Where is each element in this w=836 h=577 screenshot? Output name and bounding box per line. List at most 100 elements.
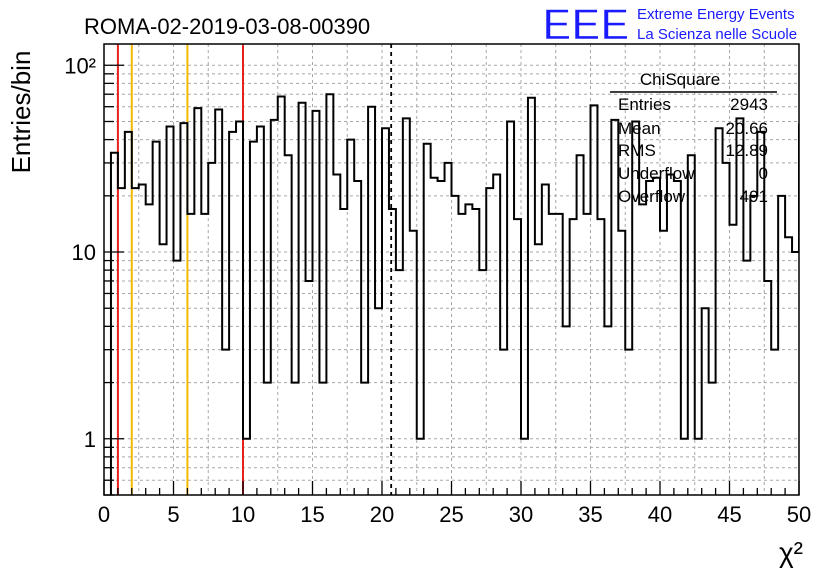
stats-label-underflow: Underflow bbox=[618, 164, 695, 183]
histogram-bin bbox=[785, 237, 792, 495]
histogram-bin bbox=[556, 214, 563, 495]
histogram-bin bbox=[792, 252, 799, 495]
histogram-bin bbox=[368, 107, 375, 495]
logo-line-1: Extreme Energy Events bbox=[637, 6, 795, 23]
histogram-bin bbox=[354, 181, 361, 495]
histogram-bin bbox=[194, 108, 201, 495]
histogram-bin bbox=[132, 188, 139, 495]
histogram-bin bbox=[688, 155, 695, 495]
histogram-bin bbox=[591, 105, 598, 495]
histogram-bin bbox=[584, 214, 591, 495]
y-tick-label: 10² bbox=[64, 53, 96, 78]
histogram-bin bbox=[528, 98, 535, 495]
histogram-bin bbox=[111, 153, 118, 495]
histogram-bin bbox=[160, 244, 167, 495]
histogram-series bbox=[109, 93, 834, 495]
stats-label-entries: Entries bbox=[618, 95, 671, 114]
logo-line-2: La Scienza nelle Scuole bbox=[637, 26, 797, 43]
logo-eee-text: EEE bbox=[542, 0, 629, 50]
histogram-bin bbox=[577, 155, 584, 495]
histogram-bin bbox=[174, 261, 181, 495]
y-axis-title: Entries/bin bbox=[6, 51, 36, 174]
histogram-bin bbox=[716, 128, 723, 495]
histogram-bin bbox=[702, 308, 709, 495]
histogram-bin bbox=[424, 144, 431, 495]
stats-label-overflow: Overflow bbox=[618, 187, 686, 206]
histogram-bin bbox=[285, 155, 292, 495]
histogram-bin bbox=[139, 184, 146, 495]
eee-logo: EEE Extreme Energy Events La Scienza nel… bbox=[541, 0, 797, 51]
histogram-bin bbox=[306, 281, 313, 495]
histogram-bin bbox=[347, 140, 354, 495]
stats-title: ChiSquare bbox=[640, 70, 720, 89]
stats-value-underflow: 0 bbox=[759, 164, 768, 183]
histogram-bin bbox=[167, 127, 174, 495]
histogram-bin bbox=[208, 163, 215, 495]
histogram-bin bbox=[326, 94, 333, 495]
histogram-bin bbox=[313, 111, 320, 495]
histogram-bin bbox=[452, 196, 459, 495]
histogram-bin bbox=[778, 196, 785, 495]
run-title: ROMA-02-2019-03-08-00390 bbox=[84, 14, 370, 39]
axes: 0 5 10 15 20 25 30 35 40 45 50 1 10 10² bbox=[64, 43, 811, 527]
x-tick-label: 50 bbox=[787, 502, 811, 527]
reference-lines bbox=[116, 44, 393, 495]
histogram-bin bbox=[549, 214, 556, 495]
histogram-bin bbox=[820, 231, 827, 495]
y-tick-label: 10 bbox=[72, 240, 96, 265]
histogram-bin bbox=[743, 261, 750, 495]
x-tick-label: 45 bbox=[717, 502, 741, 527]
histogram-bin bbox=[222, 350, 229, 495]
stats-value-overflow: 491 bbox=[740, 187, 768, 206]
stats-value-mean: 20.66 bbox=[725, 119, 768, 138]
stats-label-mean: Mean bbox=[618, 119, 661, 138]
histogram-bin bbox=[563, 326, 570, 495]
x-tick-label: 35 bbox=[578, 502, 602, 527]
histogram-bin bbox=[750, 196, 757, 495]
histogram-bin bbox=[730, 225, 737, 495]
histogram-bin bbox=[674, 181, 681, 495]
histogram-bin bbox=[764, 281, 771, 495]
histogram-bin bbox=[118, 188, 125, 495]
histogram-bin bbox=[375, 308, 382, 495]
histogram-bin bbox=[201, 214, 208, 495]
histogram-bin bbox=[299, 103, 306, 495]
stats-value-rms: 12.89 bbox=[725, 141, 768, 160]
histogram-bin bbox=[382, 128, 389, 495]
histogram-bin bbox=[257, 127, 264, 495]
histogram-bin bbox=[445, 163, 452, 495]
x-axis-title: χ² bbox=[779, 537, 803, 568]
histogram-bin bbox=[799, 125, 806, 495]
histogram-bin bbox=[813, 439, 820, 495]
histogram-bin bbox=[646, 181, 653, 495]
x-tick-label: 30 bbox=[509, 502, 533, 527]
histogram-bin bbox=[723, 163, 730, 495]
stats-value-entries: 2943 bbox=[730, 95, 768, 114]
histogram-bin bbox=[215, 109, 222, 495]
histogram-bin bbox=[827, 108, 834, 495]
histogram-bin bbox=[500, 350, 507, 495]
x-tick-label: 0 bbox=[98, 502, 110, 527]
histogram-bin bbox=[535, 244, 542, 495]
histogram-bin bbox=[486, 188, 493, 495]
x-tick-label: 40 bbox=[648, 502, 672, 527]
x-tick-label: 5 bbox=[167, 502, 179, 527]
histogram-bin bbox=[625, 350, 632, 495]
x-tick-label: 25 bbox=[439, 502, 463, 527]
histogram-bin bbox=[278, 97, 285, 495]
histogram-bin bbox=[604, 326, 611, 495]
stats-box: ChiSquare Entries 2943 Mean 20.66 RMS 12… bbox=[610, 70, 777, 206]
histogram-bin bbox=[542, 184, 549, 495]
histogram-bin bbox=[458, 214, 465, 495]
histogram-outline bbox=[109, 93, 799, 495]
histogram-bin bbox=[187, 214, 194, 495]
histogram-bin bbox=[125, 132, 132, 495]
x-tick-label: 10 bbox=[231, 502, 255, 527]
histogram-bin bbox=[771, 350, 778, 495]
x-tick-label: 20 bbox=[370, 502, 394, 527]
histogram-bin bbox=[153, 142, 160, 495]
grid-lines bbox=[104, 44, 799, 496]
histogram-bin bbox=[806, 158, 813, 495]
